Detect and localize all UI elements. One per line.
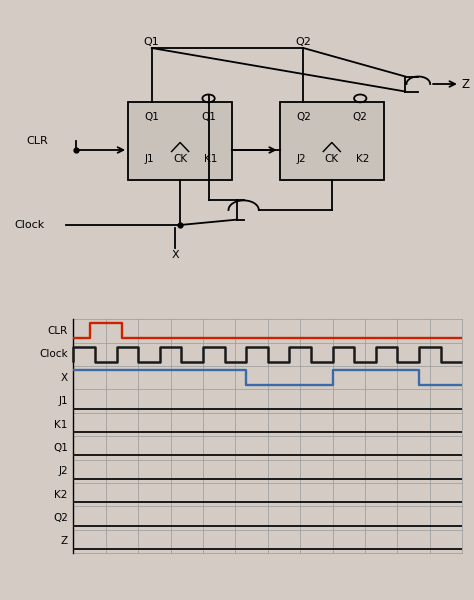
Text: J2: J2	[296, 154, 306, 164]
Text: Q2: Q2	[53, 513, 68, 523]
Text: Q1: Q1	[53, 443, 68, 453]
Text: X: X	[172, 250, 179, 260]
Text: J2: J2	[58, 466, 68, 476]
Text: CK: CK	[173, 154, 187, 164]
Text: Z: Z	[61, 536, 68, 547]
Text: K2: K2	[356, 154, 369, 164]
Text: CK: CK	[325, 154, 339, 164]
Bar	[280, 102, 384, 180]
Text: X: X	[61, 373, 68, 383]
Text: J1: J1	[58, 396, 68, 406]
Text: Q1: Q1	[144, 37, 160, 47]
Text: Clock: Clock	[39, 349, 68, 359]
Text: Q2: Q2	[295, 37, 311, 47]
Text: Clock: Clock	[14, 220, 45, 230]
Text: K2: K2	[55, 490, 68, 500]
Bar	[128, 102, 232, 180]
Text: CLR: CLR	[47, 326, 68, 336]
Text: CLR: CLR	[26, 136, 48, 146]
Text: Q1: Q1	[201, 112, 216, 122]
Text: K1: K1	[55, 419, 68, 430]
Text: Q2: Q2	[353, 112, 368, 122]
Text: Q1: Q1	[144, 112, 159, 122]
Text: J1: J1	[145, 154, 154, 164]
Text: K1: K1	[204, 154, 218, 164]
Text: Z: Z	[462, 77, 469, 91]
Text: Q2: Q2	[296, 112, 311, 122]
